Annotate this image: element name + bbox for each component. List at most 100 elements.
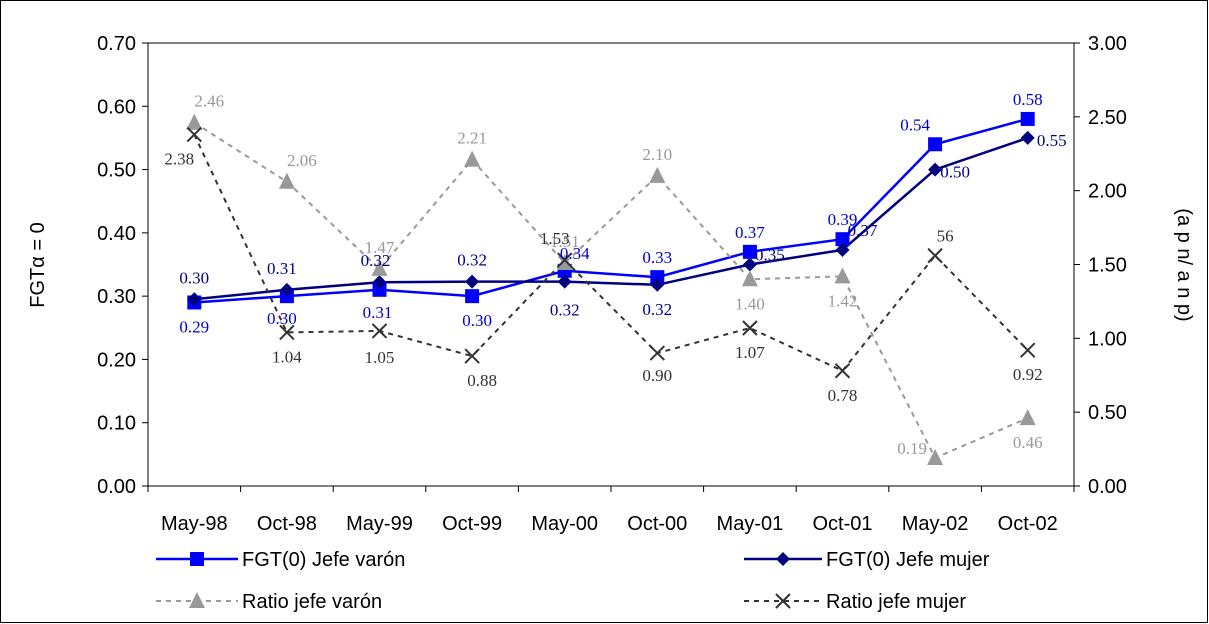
- right-axis-title: (a p n/ a n p): [1173, 208, 1195, 321]
- legend-swatch-marker: [775, 593, 791, 609]
- series-2-point: [556, 254, 573, 271]
- legend-item: FGT(0) Jefe mujer: [744, 549, 990, 571]
- data-label: 0.46: [1013, 433, 1043, 452]
- series-3-point: [371, 323, 388, 339]
- legend-item: FGT(0) Jefe varón: [156, 549, 405, 571]
- data-label: 1.51: [550, 232, 580, 251]
- data-label: 0.78: [828, 386, 858, 405]
- series-2-point: [741, 270, 758, 287]
- series-2-point: [464, 150, 481, 167]
- data-label: 0.19: [897, 439, 927, 458]
- data-label: 0.39: [828, 210, 858, 229]
- series-3-point: [834, 363, 851, 379]
- series-markers: [186, 111, 1036, 465]
- x-tick-label: Oct-00: [627, 513, 687, 535]
- series-0-point: [650, 270, 665, 285]
- legend-swatch-marker: [190, 552, 204, 566]
- series-3-point: [649, 345, 666, 361]
- series-0-point: [835, 232, 850, 247]
- series-2-point: [649, 166, 666, 183]
- series-1-point: [928, 162, 943, 177]
- series-2-point: [278, 172, 295, 189]
- left-tick-label: 0.00: [97, 476, 136, 498]
- data-label: 0.33: [642, 248, 672, 267]
- data-label: 0.50: [940, 163, 970, 182]
- series-1-point: [557, 274, 572, 289]
- data-label: 2.46: [194, 92, 224, 111]
- series-3-point: [279, 324, 295, 341]
- data-label: 2.38: [164, 150, 194, 169]
- data-label: 1.47: [365, 238, 395, 257]
- data-label: 2.21: [457, 129, 487, 148]
- right-tick-label: 1.00: [1088, 328, 1127, 350]
- legend-swatch-marker: [189, 592, 205, 608]
- left-tick-label: 0.10: [97, 413, 136, 435]
- series-0-point: [465, 289, 480, 304]
- legend: FGT(0) Jefe varón FGT(0) Jefe mujer Ratio …: [156, 549, 990, 613]
- series-3-point: [742, 320, 758, 336]
- data-label: 0.30: [462, 311, 492, 330]
- right-tick-label: 0.00: [1088, 476, 1127, 498]
- left-tick-label: 0.20: [97, 349, 136, 371]
- series-1-point: [1020, 130, 1035, 145]
- series-line-0: [194, 117, 1029, 304]
- data-label: 0.54: [900, 115, 930, 134]
- legend-label: Ratio jefe varón: [242, 591, 382, 613]
- right-tick-label: 2.00: [1088, 181, 1127, 203]
- data-label: 56: [937, 227, 954, 246]
- data-label: 0.37: [848, 221, 878, 240]
- data-label: 0.92: [1013, 365, 1043, 384]
- x-tick-label: Oct-01: [812, 513, 872, 535]
- data-labels: 0.29 0.30 0.31 0.300.34 0.330.370.390.540.58…: [164, 90, 1066, 458]
- legend-item: Ratio jefe varón: [156, 591, 382, 613]
- data-label: 0.31: [363, 303, 393, 322]
- data-label: 0.90: [642, 366, 672, 385]
- series-lines: [193, 117, 1029, 460]
- data-label: 0.55: [1037, 131, 1067, 150]
- x-tick-label: May-01: [717, 513, 784, 535]
- series-3-point: [556, 252, 573, 268]
- series-line-1: [194, 136, 1029, 301]
- right-tick-label: 2.50: [1088, 107, 1127, 129]
- legend-item: Ratio jefe mujer: [744, 591, 966, 613]
- data-label: 0.88: [467, 371, 497, 390]
- x-tick-label: May-02: [902, 513, 969, 535]
- series-0-point: [372, 282, 387, 297]
- series-2-point: [1019, 409, 1036, 426]
- data-label: 1.42: [828, 291, 858, 310]
- right-tick-label: 3.00: [1088, 33, 1127, 55]
- data-label: 0.30: [179, 268, 209, 287]
- data-label: 0.32: [361, 251, 391, 270]
- series-3-point: [186, 126, 203, 143]
- series-1-point: [465, 274, 480, 289]
- x-tick-label: May-00: [531, 513, 598, 535]
- data-label: 0.58: [1013, 90, 1043, 109]
- left-tick-label: 0.50: [97, 160, 136, 182]
- data-label: 0.32: [550, 301, 580, 320]
- data-label: 0.31: [267, 259, 297, 278]
- series-2-point: [927, 448, 944, 465]
- data-label: 0.30: [267, 309, 297, 328]
- legend-label: FGT(0) Jefe varón: [242, 549, 405, 571]
- legend-label: FGT(0) Jefe mujer: [826, 549, 990, 571]
- series-1-point: [187, 292, 202, 307]
- x-tick-label: Oct-98: [257, 513, 317, 535]
- axes: 0.00 0.10 0.20 0.30 0.40 0.50 0.60 0.70 0.00 0.50…: [27, 33, 1195, 535]
- series-1-point: [835, 242, 850, 257]
- left-tick-label: 0.30: [97, 286, 136, 308]
- data-label: 0.37: [735, 223, 765, 242]
- left-tick-label: 0.70: [97, 33, 136, 55]
- x-tick-label: May-98: [161, 513, 228, 535]
- legend-swatch-marker: [776, 552, 790, 566]
- series-3-point: [927, 247, 943, 264]
- left-axis-title: FGTα = 0: [27, 222, 49, 307]
- series-2-point: [834, 267, 851, 284]
- series-1-point: [279, 282, 294, 297]
- data-label: 1.05: [365, 348, 395, 367]
- x-tick-label: Oct-99: [442, 513, 502, 535]
- series-1-point: [372, 275, 387, 290]
- data-label: 0.35: [755, 246, 785, 265]
- x-tick-label: Oct-02: [998, 513, 1058, 535]
